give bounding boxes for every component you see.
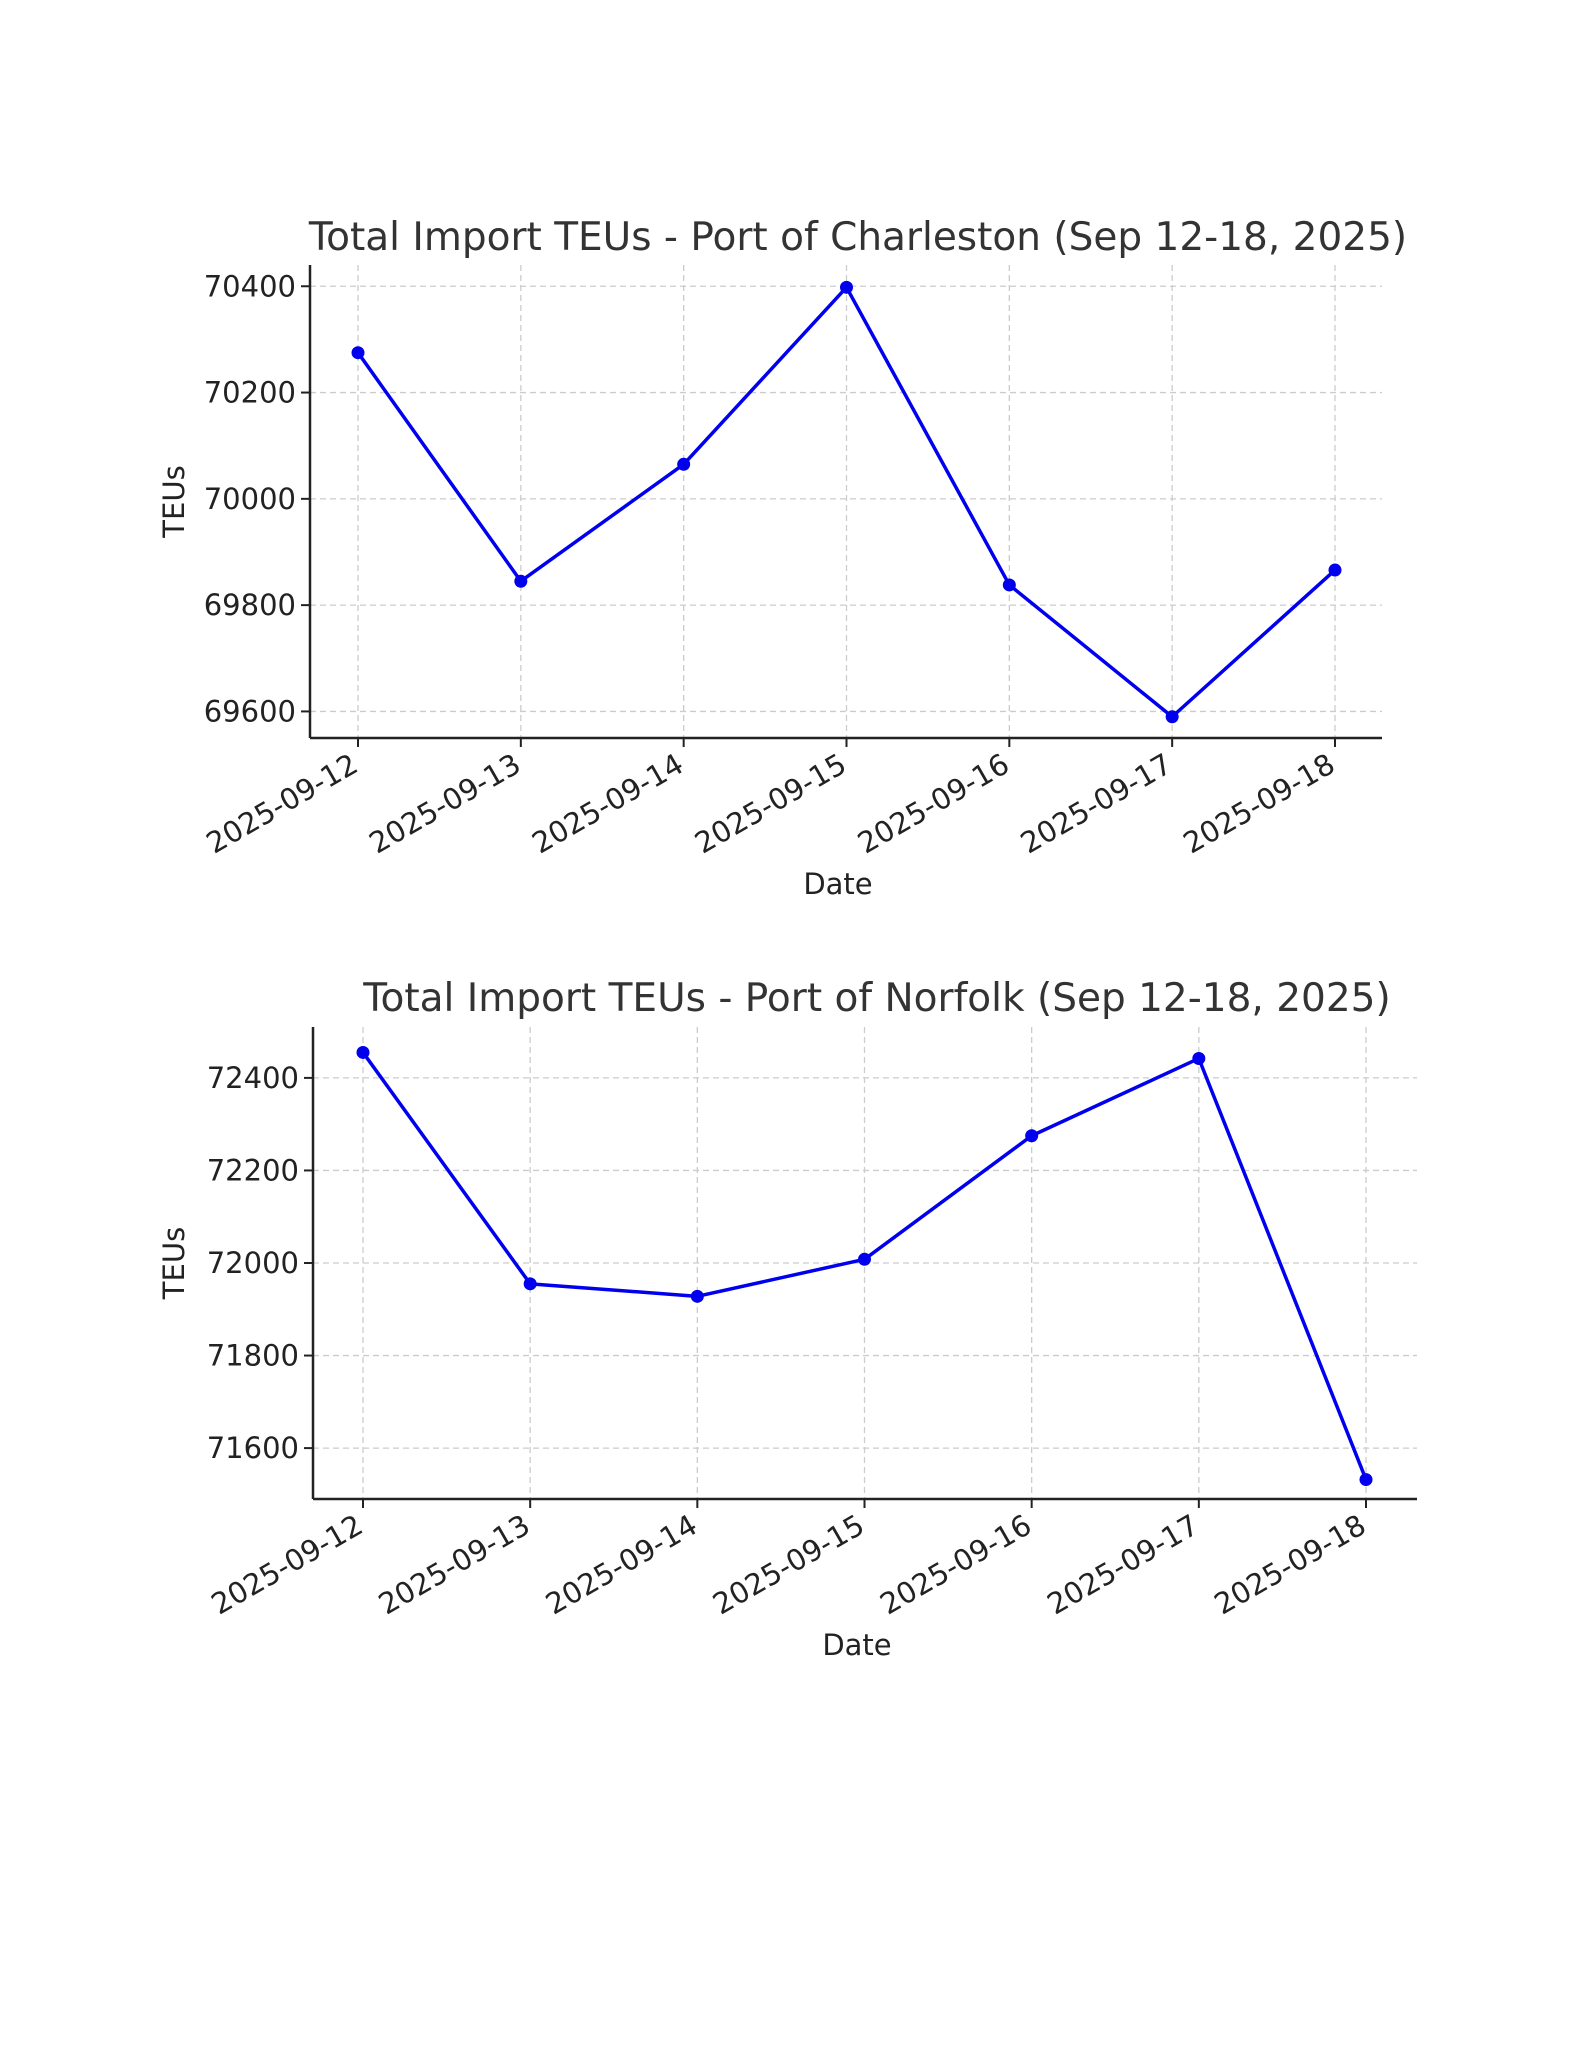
data-point <box>523 1277 537 1291</box>
x-tick-label: 2025-09-15 <box>707 1508 870 1622</box>
y-tick-label: 72200 <box>207 1153 299 1187</box>
data-point <box>840 280 853 294</box>
data-point <box>1359 1473 1373 1487</box>
x-tick-label: 2025-09-16 <box>874 1508 1037 1622</box>
x-axis-label: Date <box>822 1628 891 1662</box>
y-tick-label: 69800 <box>204 588 296 622</box>
y-tick-label: 71800 <box>207 1339 299 1373</box>
x-tick-label: 2025-09-13 <box>373 1508 536 1622</box>
data-point <box>1002 578 1016 592</box>
y-tick-label: 70400 <box>204 269 296 303</box>
x-tick-label: 2025-09-18 <box>1209 1508 1372 1622</box>
data-point <box>356 1045 370 1059</box>
y-tick-label: 70200 <box>204 376 296 410</box>
y-axis-label: TEUs <box>157 1227 191 1300</box>
data-point <box>1328 563 1342 577</box>
x-tick-label: 2025-09-15 <box>689 747 852 861</box>
x-tick-label: 2025-09-18 <box>1178 747 1341 861</box>
y-tick-label: 70000 <box>204 482 296 516</box>
data-point <box>858 1252 871 1266</box>
data-point <box>1025 1129 1039 1143</box>
x-tick-label: 2025-09-14 <box>540 1508 703 1622</box>
y-tick-label: 69600 <box>204 694 296 728</box>
series-line <box>356 285 1337 719</box>
y-tick-label: 71600 <box>207 1431 299 1465</box>
x-tick-label: 2025-09-17 <box>1015 747 1178 861</box>
x-tick-label: 2025-09-13 <box>363 747 526 861</box>
data-point <box>351 346 365 360</box>
data-point <box>514 574 528 588</box>
series-line <box>361 1051 1368 1481</box>
x-axis-label: Date <box>803 867 872 901</box>
x-tick-label: 2025-09-14 <box>526 747 689 861</box>
y-axis-label: TEUs <box>157 465 191 538</box>
data-point <box>690 1289 704 1303</box>
data-point <box>677 457 691 471</box>
x-tick-label: 2025-09-17 <box>1041 1508 1204 1622</box>
x-tick-label: 2025-09-12 <box>201 747 364 861</box>
y-tick-label: 72400 <box>207 1061 299 1095</box>
data-point <box>1192 1051 1206 1065</box>
y-tick-label: 72000 <box>207 1246 299 1280</box>
chart-title: Total Import TEUs - Port of Charleston (… <box>308 215 1407 260</box>
x-tick-label: 2025-09-16 <box>852 747 1015 861</box>
data-point <box>1165 710 1179 724</box>
chart-title: Total Import TEUs - Port of Norfolk (Sep… <box>362 976 1390 1021</box>
x-tick-label: 2025-09-12 <box>206 1508 369 1622</box>
